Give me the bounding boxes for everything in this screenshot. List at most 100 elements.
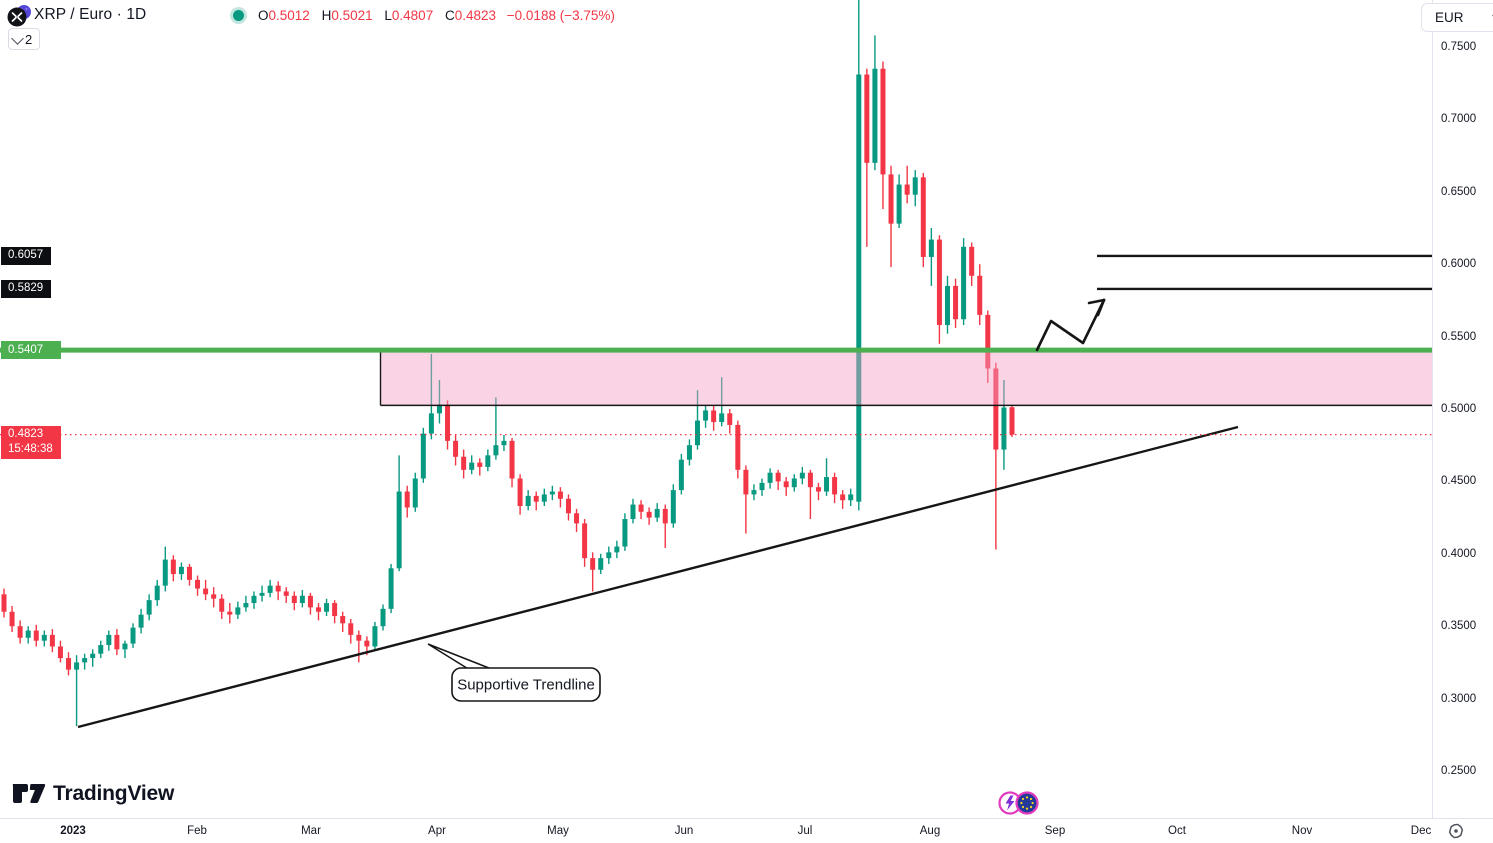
candle-body	[203, 588, 209, 595]
candle-body	[541, 494, 547, 502]
candle-body	[912, 177, 918, 195]
candle-body	[977, 275, 983, 315]
candle-body	[1009, 407, 1015, 435]
time-tick-2023: 2023	[60, 825, 86, 837]
candle-body	[364, 640, 370, 647]
candle-body	[356, 634, 362, 641]
time-axis[interactable]: 2023 Feb Mar Apr May Jun Jul Aug Sep Oct Nov Dec	[0, 818, 1493, 843]
projection-arrowhead	[1087, 298, 1106, 305]
candle-body	[686, 445, 692, 460]
candle-body	[993, 368, 999, 450]
candle-body	[178, 566, 184, 575]
high-label: H	[321, 8, 332, 23]
candle-body	[582, 523, 588, 559]
candle-body	[122, 643, 128, 650]
open-value: 0.5012	[268, 8, 310, 23]
candle-body	[969, 246, 975, 276]
price-axis[interactable]: 0.7500 0.7000 0.6500 0.6000 0.5500 0.5000 0.45…	[1432, 0, 1493, 818]
price-level-label-6057: 0.6057	[1, 246, 51, 265]
candle-body	[25, 630, 31, 638]
candle-body	[759, 482, 765, 491]
time-tick-Mar: Mar	[301, 825, 321, 837]
candle-body	[324, 603, 330, 612]
candle-body	[654, 508, 660, 518]
candle-body	[82, 658, 88, 663]
supportive-trendline[interactable]	[77, 425, 1239, 729]
time-tick-Apr: Apr	[428, 825, 446, 837]
candle-body	[695, 420, 701, 446]
time-tick-May: May	[547, 825, 569, 837]
candle-body	[670, 490, 676, 524]
candle-body	[598, 558, 604, 570]
candle-body	[606, 552, 612, 559]
candle-body	[106, 634, 112, 646]
xrp-euro-pair-icon	[7, 5, 31, 27]
candle-body	[445, 404, 451, 441]
candlestick-series	[1, 0, 1015, 727]
trendline-callout-box[interactable]	[451, 667, 601, 702]
candle-body	[332, 603, 338, 617]
tradingview-logo[interactable]: TradingView	[10, 780, 174, 808]
resistance-zone[interactable]	[380, 351, 1433, 406]
candle-body	[791, 478, 797, 488]
symbol-title[interactable]: XRP / Euro · 1D	[34, 6, 147, 23]
price-tick-0.4000: 0.4000	[1441, 547, 1477, 560]
candle-body	[549, 491, 555, 495]
candle-body	[41, 634, 47, 641]
candle-body	[195, 579, 201, 589]
candle-body	[743, 469, 749, 495]
last-price: 0.4823	[8, 428, 44, 441]
indicator-count: 2	[25, 31, 33, 47]
candle-body	[815, 487, 821, 492]
low-label: L	[384, 8, 392, 23]
candle-body	[485, 455, 491, 467]
last-price-label: 0.4823 15:48:38	[1, 425, 61, 459]
candle-body	[138, 614, 144, 628]
candle-body	[211, 594, 217, 599]
candle-body	[275, 585, 281, 592]
projection-arrow[interactable]	[1035, 298, 1106, 352]
candle-body	[74, 662, 80, 670]
candle-body	[662, 508, 668, 524]
candle-body	[90, 653, 96, 659]
candle-body	[428, 413, 434, 434]
candle-body	[243, 603, 249, 608]
candle-body	[751, 490, 757, 495]
candle-body	[953, 285, 959, 320]
candle-body	[114, 634, 120, 650]
price-tick-0.3000: 0.3000	[1441, 692, 1477, 705]
currency-toggle-button[interactable]: EUR	[1421, 3, 1493, 32]
candle-body	[565, 498, 571, 514]
eu-flag-icon	[1015, 791, 1039, 815]
candle-body	[307, 595, 313, 608]
candle-body	[17, 626, 23, 638]
price-tick-0.7000: 0.7000	[1441, 113, 1477, 126]
price-tick-0.6000: 0.6000	[1441, 258, 1477, 271]
candle-body	[469, 462, 475, 470]
candle-body	[291, 595, 297, 604]
candle-body	[251, 595, 257, 604]
candle-body	[799, 472, 805, 479]
time-tick-Jun: Jun	[674, 825, 694, 837]
candle-body	[920, 177, 926, 257]
candle-body	[614, 546, 620, 553]
candle-body	[372, 626, 378, 647]
candle-body	[864, 74, 870, 163]
indicator-count-button[interactable]: 2	[8, 28, 41, 50]
candle-body	[396, 491, 402, 569]
time-tick-Nov: Nov	[1291, 825, 1313, 837]
chart-plot-area[interactable]: Supportive Trendline	[0, 0, 1432, 818]
candle-body	[420, 433, 426, 479]
time-tick-Jul: Jul	[797, 825, 813, 837]
candle-body	[590, 558, 596, 570]
candle-body	[678, 459, 684, 491]
price-tick-0.6500: 0.6500	[1441, 185, 1477, 198]
market-status-dot[interactable]	[233, 10, 244, 21]
candle-body	[283, 591, 289, 596]
event-badges	[998, 791, 1039, 815]
time-tick-Oct: Oct	[1168, 825, 1186, 837]
candle-body	[832, 477, 838, 495]
settings-gear-icon[interactable]	[1447, 822, 1465, 840]
candle-body	[1, 594, 7, 612]
